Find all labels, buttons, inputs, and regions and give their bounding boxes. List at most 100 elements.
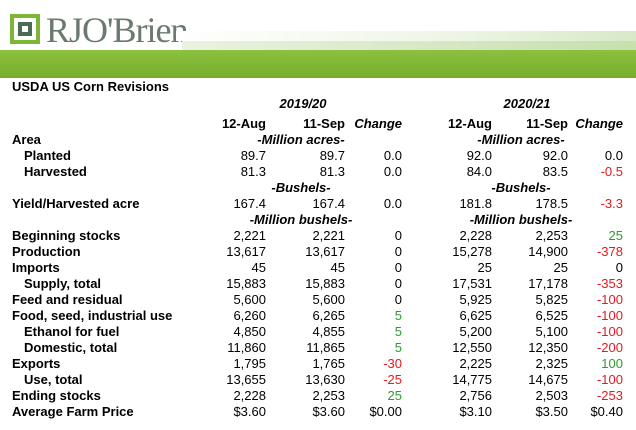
table-cell: -100 (596, 292, 623, 307)
table-cell: -0.5 (600, 164, 623, 179)
table-cell: 1,795 (233, 356, 266, 371)
table-cell: 2,253 (535, 228, 568, 243)
table-cell: 12,550 (452, 340, 492, 355)
table-cell: 167.4 (233, 196, 266, 211)
table-cell: 13,617 (226, 244, 266, 259)
table-cell: 17,531 (452, 276, 492, 291)
unit-label-acres: -Million acres- (257, 132, 345, 147)
year-header-2019-20: 2019/20 (279, 96, 327, 111)
unit-label-bushels: -Bushels- (491, 180, 551, 195)
table-cell: $3.50 (535, 404, 568, 419)
table-cell: $0.00 (369, 404, 402, 419)
table-cell: 6,625 (459, 308, 492, 323)
row-label: Harvested (24, 164, 87, 179)
table-cell: 0 (394, 292, 402, 307)
row-label: Food, seed, industrial use (12, 308, 173, 323)
header-stripe-green (0, 50, 636, 78)
table-cell: 14,675 (528, 372, 568, 387)
table-cell: 4,855 (312, 324, 345, 339)
table-cell: 2,253 (312, 388, 345, 403)
table-cell: 25 (608, 228, 623, 243)
unit-label-acres: -Million acres- (477, 132, 565, 147)
brand-header: RJO'Brien (0, 0, 636, 80)
rjo-logo-icon (10, 14, 40, 44)
table-cell: 2,228 (233, 388, 266, 403)
table-title: USDA US Corn Revisions (12, 79, 169, 94)
table-cell: 5,600 (312, 292, 345, 307)
table-cell: 2,221 (233, 228, 266, 243)
unit-label-mbushels: -Million bushels- (469, 212, 573, 227)
table-cell: 5,925 (459, 292, 492, 307)
table-cell: 13,617 (305, 244, 345, 259)
table-cell: -100 (596, 324, 623, 339)
year-header-2020-21: 2020/21 (503, 96, 551, 111)
table-cell: 15,278 (452, 244, 492, 259)
column-header: Change (575, 116, 623, 131)
table-cell: 6,265 (312, 308, 345, 323)
table-cell: 14,900 (528, 244, 568, 259)
row-label: Supply, total (24, 276, 102, 291)
header-stripe-light (176, 31, 636, 41)
table-cell: 92.0 (542, 148, 568, 163)
table-cell: 13,655 (226, 372, 266, 387)
column-header: 12-Aug (447, 116, 492, 131)
row-label: Use, total (24, 372, 83, 387)
table-cell: 89.7 (240, 148, 266, 163)
table-cell: $0.40 (590, 404, 623, 419)
table-cell: $3.60 (312, 404, 345, 419)
unit-label-mbushels: -Million bushels- (249, 212, 353, 227)
table-cell: 25 (477, 260, 492, 275)
table-cell: 2,221 (312, 228, 345, 243)
row-label: Exports (12, 356, 61, 371)
table-cell: 45 (330, 260, 345, 275)
table-cell: 6,525 (535, 308, 568, 323)
table-cell: 81.3 (240, 164, 266, 179)
table-cell: -100 (596, 308, 623, 323)
table-cell: 13,630 (305, 372, 345, 387)
table-cell: -200 (596, 340, 623, 355)
column-header: Change (354, 116, 402, 131)
table-cell: 5,100 (535, 324, 568, 339)
column-header: 11-Sep (526, 116, 568, 131)
table-cell: -3.3 (600, 196, 623, 211)
table-cell: 45 (251, 260, 266, 275)
row-label: Planted (24, 148, 71, 163)
table-cell: 178.5 (535, 196, 568, 211)
column-header: 11-Sep (303, 116, 345, 131)
row-label: Yield/Harvested acre (12, 196, 140, 211)
table-cell: 1,765 (312, 356, 345, 371)
table-cell: 25 (387, 388, 402, 403)
table-cell: 15,883 (305, 276, 345, 291)
table-cell: -25 (383, 372, 402, 387)
unit-label-bushels: -Bushels- (271, 180, 331, 195)
table-cell: 0.0 (383, 196, 402, 211)
table-cell: 2,228 (459, 228, 492, 243)
table-cell: 89.7 (319, 148, 345, 163)
table-cell: -378 (596, 244, 623, 259)
column-header: 12-Aug (221, 116, 266, 131)
table-cell: 14,775 (452, 372, 492, 387)
table-cell: -353 (596, 276, 623, 291)
table-cell: 17,178 (528, 276, 568, 291)
table-cell: 11,860 (227, 340, 266, 355)
table-cell: 81.3 (319, 164, 345, 179)
table-cell: 2,325 (535, 356, 568, 371)
table-cell: 5 (394, 308, 402, 323)
row-label: Ending stocks (12, 388, 101, 403)
table-cell: 0 (394, 244, 402, 259)
table-cell: 0 (615, 260, 623, 275)
table-cell: 5,825 (535, 292, 568, 307)
header-stripe-mid (182, 41, 636, 50)
table-cell: 2,756 (459, 388, 492, 403)
table-cell: 5 (394, 340, 402, 355)
table-cell: 12,350 (528, 340, 568, 355)
table-cell: 25 (553, 260, 568, 275)
brand-name: RJO'Brien (46, 10, 188, 50)
table-cell: 100 (601, 356, 623, 371)
table-cell: 5,600 (233, 292, 266, 307)
table-cell: 2,503 (535, 388, 568, 403)
table-cell: 6,260 (233, 308, 266, 323)
table-cell: 83.5 (542, 164, 568, 179)
table-cell: 0.0 (604, 148, 623, 163)
table-cell: 5,200 (459, 324, 492, 339)
